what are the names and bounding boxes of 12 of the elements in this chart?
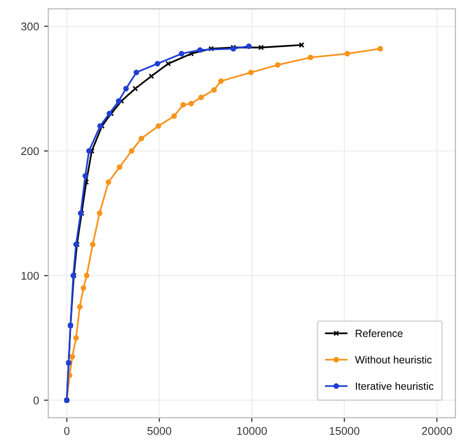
y-tick-label: 200 <box>21 147 39 156</box>
y-tick-label: 0 <box>34 396 39 404</box>
legend-label: Iterative heuristic <box>356 382 434 390</box>
x-tick-label: 5000 <box>147 427 172 435</box>
x-tick-label: 15000 <box>330 427 360 435</box>
legend-label: Without heuristic <box>355 356 432 364</box>
y-tick-label: 100 <box>22 272 39 280</box>
x-tick-label: 20000 <box>422 427 452 435</box>
x-tick-label: 10000 <box>237 427 267 435</box>
legend-label: Reference <box>356 329 403 338</box>
x-tick-label: 0 <box>64 427 70 435</box>
y-tick-label: 300 <box>21 22 39 30</box>
